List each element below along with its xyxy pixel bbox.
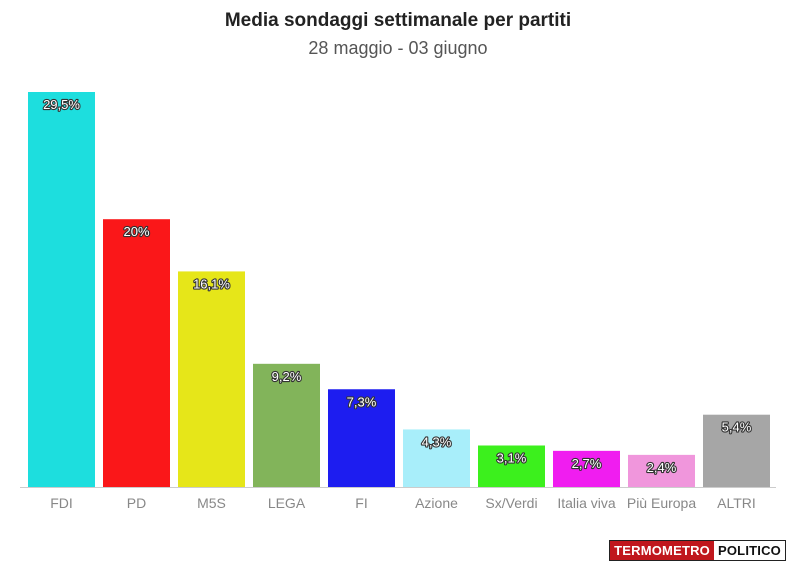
x-tick-label: Sx/Verdi — [485, 495, 537, 511]
data-label: 7,3% — [347, 394, 377, 409]
bar-altri — [703, 414, 770, 487]
logo-part-termometro: TERMOMETRO — [610, 541, 714, 560]
data-label: 16,1% — [193, 276, 230, 291]
bar-sx-verdi — [478, 445, 545, 487]
bar-pd — [103, 219, 170, 488]
bar-azione — [403, 429, 470, 487]
bar-fdi — [28, 92, 95, 487]
data-label: 9,2% — [272, 369, 302, 384]
bar-pi-europa — [628, 454, 695, 487]
x-tick-label: M5S — [197, 495, 226, 511]
x-tick-label: FDI — [50, 495, 73, 511]
bar-fi — [328, 389, 395, 487]
x-tick-label: Più Europa — [627, 495, 696, 511]
chart-subtitle: 28 maggio - 03 giugno — [308, 38, 488, 58]
data-label: 20% — [123, 224, 149, 239]
x-tick-label: FI — [355, 495, 367, 511]
data-label: 3,1% — [497, 450, 527, 465]
x-tick-label: LEGA — [268, 495, 306, 511]
data-label: 5,4% — [722, 420, 752, 435]
x-tick-label: Italia viva — [557, 495, 616, 511]
logo-part-politico: POLITICO — [714, 541, 785, 560]
data-label: 2,7% — [572, 456, 602, 471]
x-tick-label: PD — [127, 495, 146, 511]
data-label: 4,3% — [422, 434, 452, 449]
bar-lega — [253, 363, 320, 487]
x-tick-label: ALTRI — [717, 495, 756, 511]
bar-italia-viva — [553, 450, 620, 487]
brand-logo: TERMOMETRO POLITICO — [609, 540, 786, 561]
data-label: 29,5% — [43, 97, 80, 112]
bar-m5s — [178, 271, 245, 487]
chart-title: Media sondaggi settimanale per partiti — [224, 10, 572, 31]
data-label: 2,4% — [647, 460, 677, 475]
x-tick-label: Azione — [415, 495, 458, 511]
